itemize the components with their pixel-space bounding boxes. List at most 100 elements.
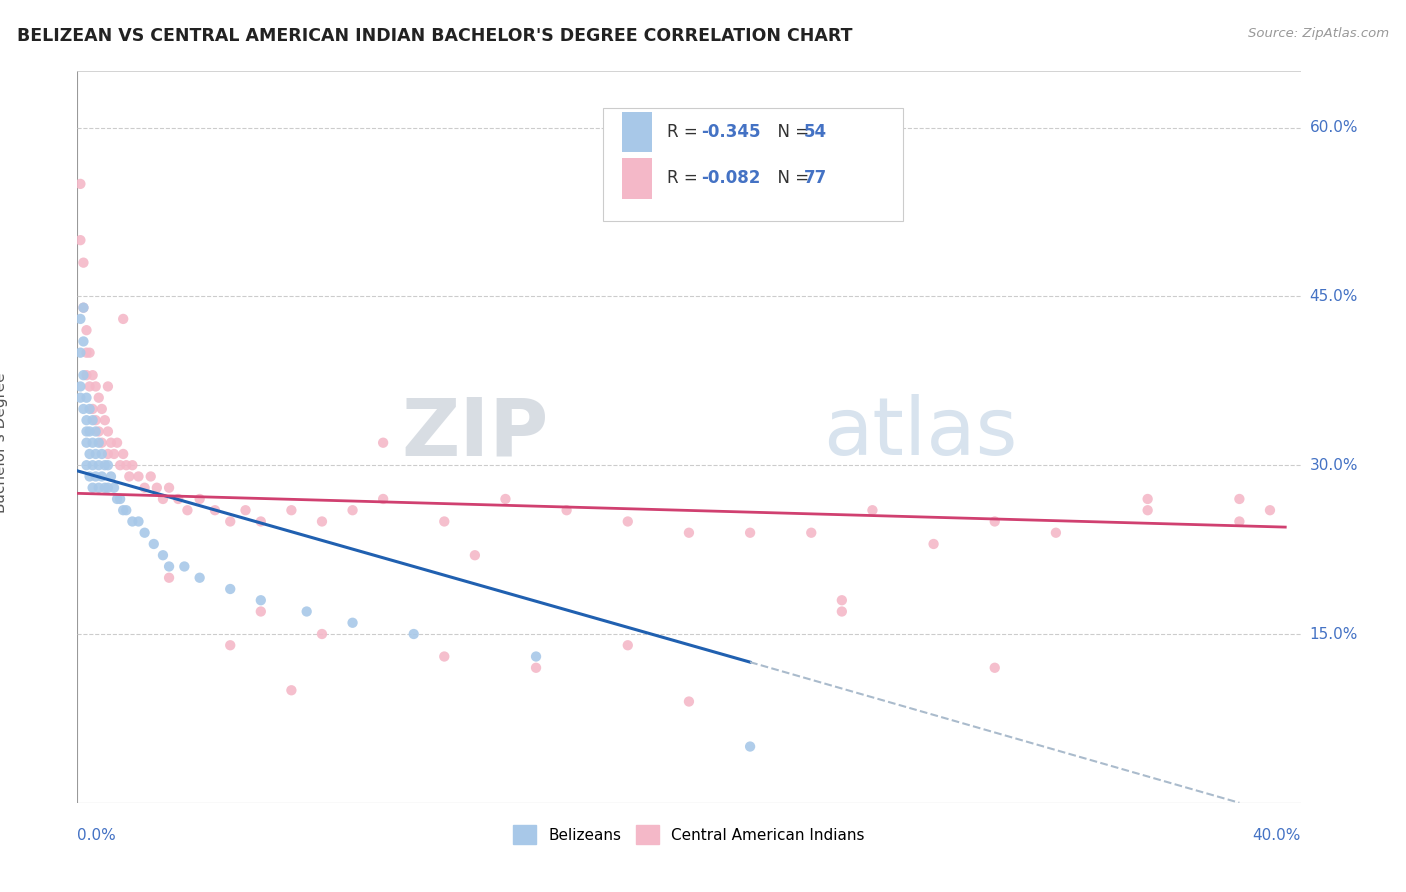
Point — [280, 683, 302, 698]
Point — [157, 481, 180, 495]
Point — [97, 458, 120, 473]
Point — [72, 255, 94, 269]
Text: -0.345: -0.345 — [702, 123, 761, 141]
Point — [142, 537, 165, 551]
Text: 40.0%: 40.0% — [1253, 828, 1301, 843]
Point — [72, 334, 94, 349]
Point — [678, 525, 700, 540]
Point — [94, 413, 117, 427]
Point — [524, 661, 547, 675]
Point — [100, 469, 122, 483]
Point — [82, 481, 104, 495]
Point — [100, 435, 122, 450]
Point — [219, 515, 242, 529]
Point — [82, 458, 104, 473]
Point — [524, 649, 547, 664]
Point — [79, 379, 101, 393]
Point — [90, 401, 112, 416]
Point — [115, 458, 138, 473]
Point — [82, 435, 104, 450]
Text: N =: N = — [768, 169, 814, 187]
Point — [121, 515, 143, 529]
Text: 45.0%: 45.0% — [1310, 289, 1358, 304]
Point — [72, 401, 94, 416]
Point — [173, 559, 195, 574]
Point — [1229, 491, 1251, 506]
Point — [72, 301, 94, 315]
Point — [87, 435, 110, 450]
Point — [831, 593, 853, 607]
Text: ZIP: ZIP — [401, 394, 548, 473]
Point — [76, 368, 98, 383]
Point — [1229, 515, 1251, 529]
Legend: Belizeans, Central American Indians: Belizeans, Central American Indians — [506, 819, 872, 850]
Point — [219, 638, 242, 652]
Point — [402, 627, 425, 641]
Point — [115, 503, 138, 517]
Point — [76, 435, 98, 450]
Point — [433, 515, 456, 529]
FancyBboxPatch shape — [621, 112, 652, 152]
Point — [69, 177, 91, 191]
Point — [84, 413, 107, 427]
Point — [121, 458, 143, 473]
Point — [72, 368, 94, 383]
Point — [219, 582, 242, 596]
Point — [118, 469, 141, 483]
Point — [342, 503, 364, 517]
Point — [105, 435, 128, 450]
Point — [69, 312, 91, 326]
Point — [79, 401, 101, 416]
Text: R =: R = — [666, 123, 703, 141]
Point — [84, 379, 107, 393]
Point — [188, 491, 211, 506]
Point — [1136, 503, 1159, 517]
Point — [76, 413, 98, 427]
Point — [371, 435, 394, 450]
Point — [127, 469, 149, 483]
Point — [134, 481, 156, 495]
Point — [371, 491, 394, 506]
Point — [157, 559, 180, 574]
Point — [188, 571, 211, 585]
Point — [97, 447, 120, 461]
Point — [134, 525, 156, 540]
Point — [204, 503, 226, 517]
Point — [84, 447, 107, 461]
Point — [97, 425, 120, 439]
Point — [617, 515, 640, 529]
Text: 30.0%: 30.0% — [1310, 458, 1358, 473]
Point — [105, 491, 128, 506]
Point — [984, 515, 1007, 529]
Point — [90, 447, 112, 461]
Text: Source: ZipAtlas.com: Source: ZipAtlas.com — [1249, 27, 1389, 40]
Point — [79, 425, 101, 439]
Point — [84, 425, 107, 439]
Point — [97, 379, 120, 393]
Point — [69, 233, 91, 247]
Point — [433, 649, 456, 664]
Text: atlas: atlas — [824, 394, 1018, 473]
Point — [82, 368, 104, 383]
Point — [311, 627, 333, 641]
Point — [79, 447, 101, 461]
Point — [139, 469, 162, 483]
Point — [94, 481, 117, 495]
Point — [112, 312, 135, 326]
Point — [84, 469, 107, 483]
Point — [146, 481, 169, 495]
Text: 15.0%: 15.0% — [1310, 626, 1358, 641]
Point — [176, 503, 198, 517]
Point — [76, 458, 98, 473]
Point — [678, 694, 700, 708]
Point — [922, 537, 945, 551]
Point — [127, 515, 149, 529]
Point — [157, 571, 180, 585]
Point — [295, 605, 318, 619]
Point — [90, 435, 112, 450]
Point — [79, 469, 101, 483]
Point — [87, 458, 110, 473]
Point — [97, 481, 120, 495]
FancyBboxPatch shape — [603, 108, 903, 221]
Point — [76, 391, 98, 405]
